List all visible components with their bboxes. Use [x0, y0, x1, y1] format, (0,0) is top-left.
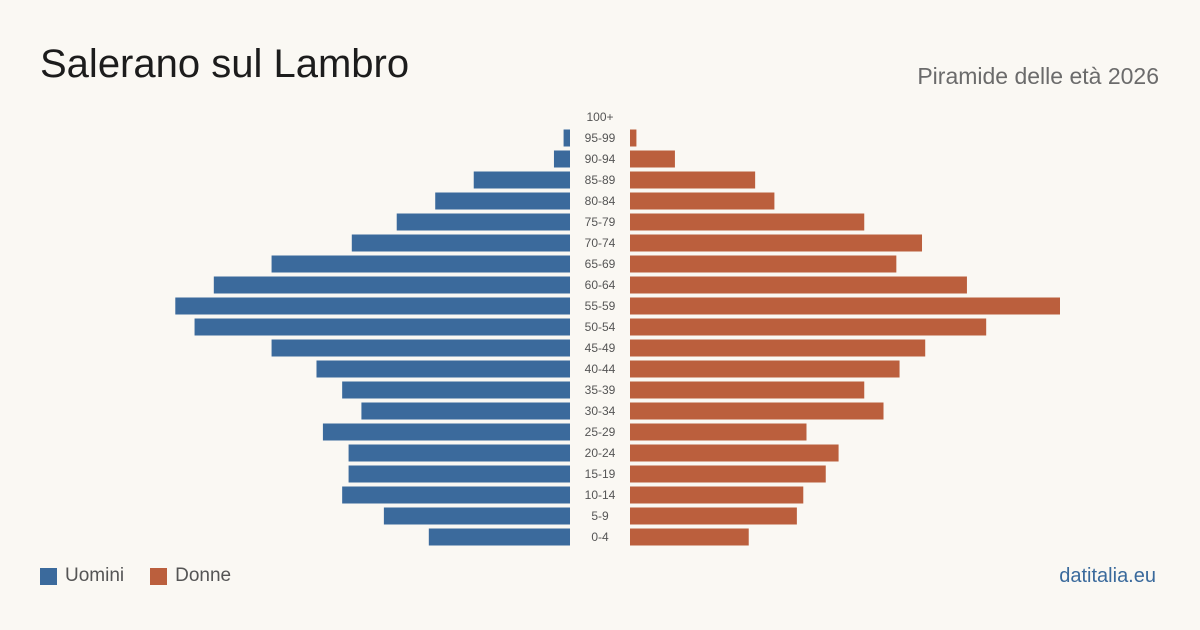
age-label-40-44: 40-44: [585, 362, 616, 376]
bar-men-15-19: [348, 465, 570, 483]
age-label-75-79: 75-79: [585, 215, 616, 229]
age-label-0-4: 0-4: [591, 530, 609, 544]
legend-item-women: Donne: [150, 565, 231, 587]
legend: Uomini Donne: [40, 565, 257, 587]
bar-women-30-34: [630, 402, 884, 420]
bar-women-95-99: [630, 129, 637, 147]
age-label-60-64: 60-64: [585, 278, 616, 292]
age-label-5-9: 5-9: [591, 509, 609, 523]
bar-women-10-14: [630, 486, 804, 504]
bar-women-90-94: [630, 150, 675, 168]
age-label-65-69: 65-69: [585, 257, 616, 271]
bar-men-10-14: [342, 486, 570, 504]
bar-men-60-64: [213, 276, 570, 294]
bar-men-0-4: [428, 528, 570, 546]
bar-men-85-89: [473, 171, 570, 189]
age-label-70-74: 70-74: [585, 236, 616, 250]
age-label-95-99: 95-99: [585, 131, 616, 145]
bar-women-20-24: [630, 444, 839, 462]
bar-men-90-94: [553, 150, 570, 168]
legend-swatch-men: [40, 567, 57, 585]
age-label-80-84: 80-84: [585, 194, 616, 208]
age-label-35-39: 35-39: [585, 383, 616, 397]
bar-women-15-19: [630, 465, 826, 483]
bar-women-25-29: [630, 423, 807, 441]
bar-men-80-84: [435, 192, 570, 210]
chart-subtitle: Piramide delle età 2026: [917, 63, 1159, 89]
bar-men-40-44: [316, 360, 570, 378]
age-label-15-19: 15-19: [585, 467, 616, 481]
population-pyramid-chart: 0-4 5-9 10-14 15-19 20-24 25-29 30-34 35-39 40-4…: [175, 110, 1060, 546]
bar-women-65-69: [630, 255, 897, 273]
bar-men-20-24: [348, 444, 570, 462]
age-label-20-24: 20-24: [585, 446, 616, 460]
bar-women-85-89: [630, 171, 756, 189]
bar-women-60-64: [630, 276, 967, 294]
bar-women-40-44: [630, 360, 900, 378]
age-label-10-14: 10-14: [585, 488, 616, 502]
bar-men-45-49: [271, 339, 570, 357]
bar-women-50-54: [630, 318, 987, 336]
age-label-45-49: 45-49: [585, 341, 616, 355]
bar-men-5-9: [383, 507, 570, 525]
age-label-50-54: 50-54: [585, 320, 616, 334]
bar-men-95-99: [563, 129, 570, 147]
bar-women-70-74: [630, 234, 923, 252]
age-label-100plus: 100+: [586, 110, 613, 124]
bar-men-35-39: [342, 381, 570, 399]
age-label-90-94: 90-94: [585, 152, 616, 166]
bar-men-75-79: [396, 213, 570, 231]
legend-label-women: Donne: [175, 565, 232, 586]
bar-women-0-4: [630, 528, 749, 546]
bar-women-80-84: [630, 192, 775, 210]
bar-men-65-69: [271, 255, 570, 273]
age-label-85-89: 85-89: [585, 173, 616, 187]
age-label-25-29: 25-29: [585, 425, 616, 439]
bar-women-45-49: [630, 339, 926, 357]
legend-label-men: Uomini: [65, 565, 125, 586]
age-label-55-59: 55-59: [585, 299, 616, 313]
bar-men-25-29: [322, 423, 570, 441]
bar-women-5-9: [630, 507, 797, 525]
bar-women-55-59: [630, 297, 1060, 315]
age-label-30-34: 30-34: [585, 404, 616, 418]
bar-men-55-59: [175, 297, 570, 315]
source-link[interactable]: datitalia.eu: [1059, 565, 1156, 587]
legend-swatch-women: [150, 567, 168, 585]
page-title: Salerano sul Lambro: [40, 42, 410, 86]
bar-men-30-34: [361, 402, 570, 420]
bar-women-35-39: [630, 381, 865, 399]
bar-men-50-54: [194, 318, 570, 336]
bar-men-70-74: [351, 234, 570, 252]
bar-women-75-79: [630, 213, 865, 231]
legend-item-men: Uomini: [40, 565, 124, 587]
